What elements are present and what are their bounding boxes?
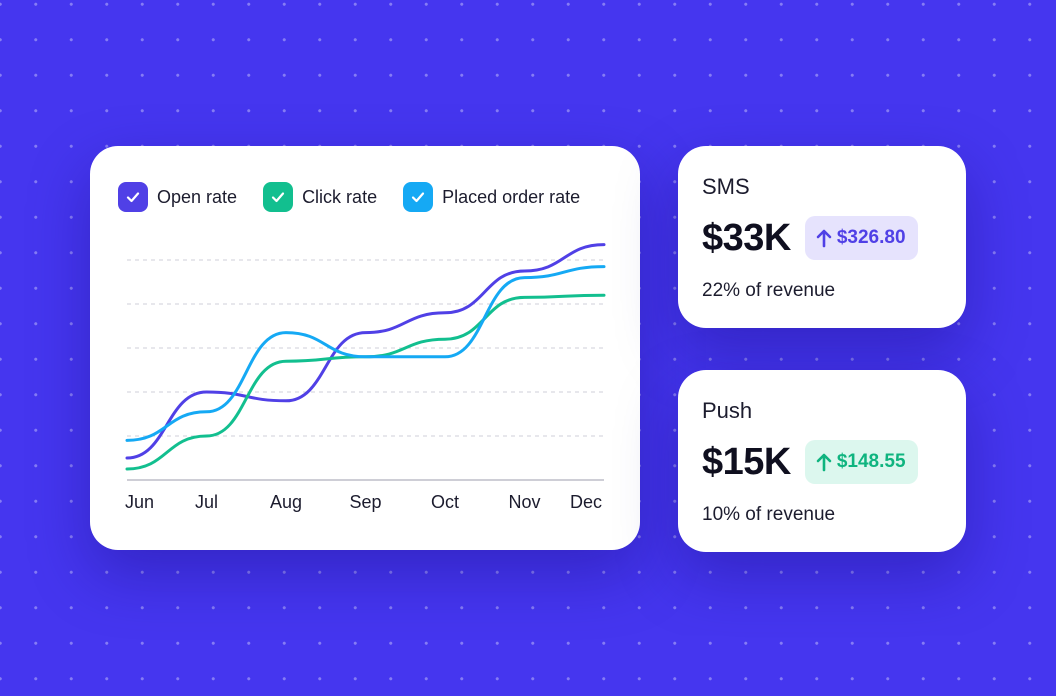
- legend-label-click-rate: Click rate: [302, 186, 378, 207]
- click-rate-checkbox[interactable]: [263, 182, 294, 212]
- x-tick-label: Dec: [570, 492, 602, 512]
- check-icon: [271, 192, 285, 203]
- placed-order-rate-checkbox[interactable]: [403, 182, 434, 212]
- push-change-badge: $148.55: [804, 440, 918, 484]
- open-rate-checkbox[interactable]: [118, 182, 148, 212]
- x-tick-label: Jul: [195, 492, 218, 512]
- sms-card-title: SMS: [702, 174, 750, 199]
- legend-item-click-rate[interactable]: Click rate: [263, 182, 377, 212]
- x-tick-label: Oct: [431, 492, 459, 512]
- legend-label-placed-order-rate: Placed order rate: [442, 186, 581, 207]
- legend-label-open-rate: Open rate: [157, 186, 238, 207]
- push-card-title: Push: [702, 398, 753, 423]
- line-chart: Jun Jul Aug Sep Oct Nov Dec: [125, 243, 606, 512]
- arrow-up-icon: [816, 229, 832, 248]
- x-tick-label: Nov: [508, 492, 540, 512]
- sms-revenue-share: 22% of revenue: [702, 280, 836, 301]
- x-tick-label: Jun: [125, 492, 154, 512]
- x-tick-label: Aug: [270, 492, 302, 512]
- check-icon: [411, 192, 425, 203]
- arrow-up-icon: [816, 453, 832, 472]
- push-revenue-share: 10% of revenue: [702, 504, 836, 525]
- push-card: Push $15K $148.55 10% of revenue: [678, 370, 966, 552]
- sms-change-value: $326.80: [836, 227, 906, 248]
- series-line-placed-order-rate: [125, 265, 606, 442]
- check-icon: [126, 192, 140, 203]
- x-tick-label: Sep: [349, 492, 381, 512]
- legend-item-placed-order-rate[interactable]: Placed order rate: [403, 182, 580, 212]
- legend-item-open-rate[interactable]: Open rate: [118, 182, 237, 212]
- push-revenue-value: $15K: [702, 440, 791, 483]
- series-line-open-rate: [125, 243, 606, 460]
- series-line-click-rate: [125, 293, 606, 471]
- sms-revenue-value: $33K: [702, 216, 791, 259]
- chart-legend: Open rate Click rate Placed order rate: [118, 182, 620, 212]
- sms-change-badge: $326.80: [804, 216, 918, 260]
- push-change-value: $148.55: [836, 451, 906, 472]
- chart-card: Open rate Click rate Placed order rate J…: [90, 146, 640, 550]
- sms-card: SMS $33K $326.80 22% of revenue: [678, 146, 966, 328]
